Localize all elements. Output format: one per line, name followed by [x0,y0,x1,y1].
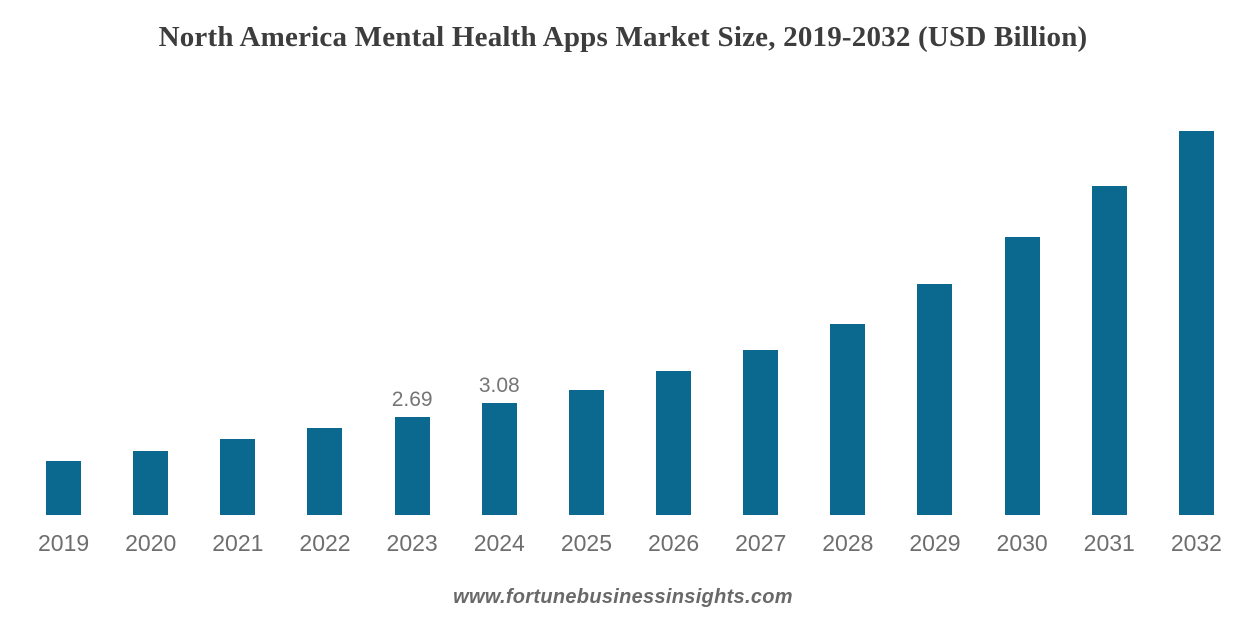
x-tick-label-2030: 2030 [996,530,1048,556]
bar-2029 [917,284,953,515]
x-tick-label-2019: 2019 [37,530,90,556]
bar-2025 [568,390,604,515]
data-label-2024: 3.08 [478,374,520,398]
x-tick-label-2026: 2026 [647,530,700,556]
bar-group-2026 [630,0,717,515]
bar-group-2028 [804,0,891,515]
bar-group-2030 [979,0,1066,515]
data-label-2023: 2.69 [391,388,433,412]
plot-area: 2.69 3.08 [20,0,1240,515]
source-watermark: www.fortunebusinessinsights.com [453,586,793,608]
bar-2031 [1091,186,1127,515]
x-tick-label-2029: 2029 [909,530,961,556]
x-tick-label-2021: 2021 [212,530,264,556]
bar-2022 [307,428,343,515]
bar-2030 [1004,237,1040,515]
bar-2021 [220,438,256,515]
bar-group-2019 [20,0,107,515]
bar-2019 [46,460,82,515]
chart-title: North America Mental Health Apps Market … [158,21,1088,53]
x-tick-label-2020: 2020 [125,530,177,556]
bar-group-2027 [717,0,804,515]
x-tick-label-2028: 2028 [822,530,874,556]
bar-group-2020 [107,0,194,515]
bar-2026 [656,371,692,515]
bar-group-2023: 2.69 [369,0,456,515]
x-tick-label-2032: 2032 [1170,530,1222,556]
x-tick-label-2024: 2024 [473,530,525,556]
bar-group-2025 [543,0,630,515]
x-axis: 2019 2020 2021 2022 2023 2024 2025 2026 2027 2028… [20,515,1240,556]
bar-2024 [481,403,517,515]
bar-group-2022 [281,0,368,515]
x-tick-label-2031: 2031 [1083,530,1135,556]
bar-group-2024: 3.08 [456,0,543,515]
bar-group-2031 [1066,0,1153,515]
bar-group-2021 [194,0,281,515]
bar-2028 [830,324,866,515]
bar-group-2032 [1153,0,1240,515]
bar-2027 [743,350,779,515]
x-tick-label-2023: 2023 [386,530,438,556]
bar-2032 [1178,130,1214,515]
bar-2020 [133,451,169,515]
x-tick-label-2022: 2022 [299,530,351,556]
bar-group-2029 [891,0,978,515]
x-tick-label-2027: 2027 [735,530,787,556]
x-tick-label-2025: 2025 [560,530,612,556]
bar-2023 [394,417,430,515]
